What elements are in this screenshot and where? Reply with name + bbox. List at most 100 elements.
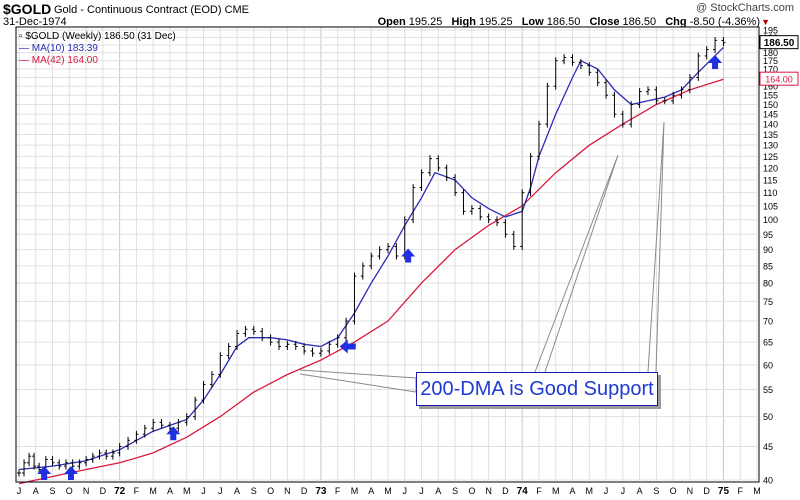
y-tick-label: 105 xyxy=(763,201,778,211)
ma10-line xyxy=(18,46,724,471)
y-tick-label: 195 xyxy=(763,26,778,36)
last-value-tag-text: 186.50 xyxy=(764,38,795,49)
x-tick-label: A xyxy=(234,486,240,496)
left-arrow-icon xyxy=(339,339,356,354)
x-tick-label: O xyxy=(670,486,677,496)
callout-line xyxy=(299,369,417,393)
x-axis-labels: J A S O N D 72 F M A M J J A S O N D 73 F M A M J J A S O N D 74 F M A M J J… xyxy=(17,486,761,497)
legend-ma42-swatch: — xyxy=(19,55,29,66)
y-axis-labels: 4045505560657075808590951001051101151201… xyxy=(763,26,778,486)
high-value: 195.25 xyxy=(478,16,513,28)
x-tick-label: D xyxy=(301,486,308,496)
x-tick-label: M xyxy=(384,486,392,496)
y-tick-label: 90 xyxy=(763,245,773,255)
x-tick-label: N xyxy=(284,486,291,496)
open-label: Open xyxy=(377,16,406,28)
annotation-box: 200-DMA is Good Support xyxy=(416,372,658,406)
x-tick-label: J xyxy=(201,486,206,496)
last-value-tag-box xyxy=(759,71,799,86)
y-tick-label: 60 xyxy=(763,360,773,370)
high-label: High xyxy=(451,16,476,28)
legend-ma42-text: MA(42) 164.00 xyxy=(31,55,98,66)
up-arrow-icon xyxy=(166,426,181,441)
low-label: Low xyxy=(521,16,544,28)
x-tick-label: M xyxy=(149,486,157,496)
y-tick-label: 170 xyxy=(763,64,778,74)
x-tick-label: A xyxy=(368,486,374,496)
chg-value: -8.50 (-4.36%) xyxy=(689,16,760,28)
y-tick-label: 135 xyxy=(763,130,778,140)
x-tick-label: J xyxy=(17,486,22,496)
x-tick-label: D xyxy=(502,486,509,496)
legend-main-swatch: ▫ xyxy=(19,31,23,42)
up-arrow-icon xyxy=(401,248,416,263)
x-tick-label: 72 xyxy=(114,486,126,497)
x-tick-label: J xyxy=(604,486,609,496)
y-tick-label: 80 xyxy=(763,279,773,289)
ma42-line xyxy=(18,78,724,485)
x-tick-label: J xyxy=(403,486,408,496)
y-tick-label: 45 xyxy=(763,442,773,452)
x-tick-label: A xyxy=(435,486,441,496)
y-tick-label: 50 xyxy=(763,412,773,422)
y-tick-label: 100 xyxy=(763,215,778,225)
x-tick-label: O xyxy=(267,486,274,496)
stockcharts-logo: @ StockCharts.com xyxy=(696,2,794,14)
y-tick-label: 175 xyxy=(763,56,778,66)
y-tick-label: 110 xyxy=(763,188,777,198)
up-arrow-icon xyxy=(37,466,52,480)
y-tick-label: 70 xyxy=(763,317,773,327)
x-tick-label: N xyxy=(485,486,492,496)
callout-line xyxy=(534,154,619,373)
plot-frame xyxy=(15,26,760,483)
price-bars xyxy=(17,36,726,477)
up-arrow-icon xyxy=(708,54,723,69)
x-tick-label: O xyxy=(468,486,475,496)
y-tick-label: 155 xyxy=(763,91,778,101)
x-tick-label: S xyxy=(653,486,659,496)
close-value: 186.50 xyxy=(622,16,657,28)
x-tick-label: F xyxy=(536,486,542,496)
last-value-tag-box xyxy=(759,35,799,50)
last-value-tags: 186.50 164.00 xyxy=(759,35,799,86)
description-text: Gold - Continuous Contract (EOD) xyxy=(54,4,222,16)
legend-main: ▫ $GOLD (Weekly) 186.50 (31 Dec) xyxy=(19,31,176,42)
instrument-description: Gold - Continuous Contract (EOD) CME xyxy=(54,4,249,16)
x-tick-label: 73 xyxy=(315,486,327,497)
y-tick-label: 115 xyxy=(763,176,777,186)
x-tick-label: S xyxy=(452,486,458,496)
x-tick-label: A xyxy=(637,486,643,496)
open-value: 195.25 xyxy=(408,16,443,28)
legend-main-text: $GOLD (Weekly) 186.50 (31 Dec) xyxy=(25,31,176,42)
ma10-series xyxy=(18,46,724,471)
chg-label: Chg xyxy=(665,16,687,28)
x-tick-label: M xyxy=(753,486,761,496)
x-tick-label: M xyxy=(552,486,560,496)
chart-date: 31-Dec-1974 xyxy=(3,16,67,28)
y-tick-label: 120 xyxy=(763,163,778,173)
y-tick-label: 145 xyxy=(763,110,778,120)
last-value-tag-text: 164.00 xyxy=(765,75,793,85)
x-tick-label: O xyxy=(66,486,73,496)
y-tick-label: 140 xyxy=(763,120,778,130)
legend-ma10-swatch: — xyxy=(19,43,29,54)
x-tick-label: F xyxy=(134,486,140,496)
legend-ma42: — MA(42) 164.00 xyxy=(19,55,98,66)
low-value: 186.50 xyxy=(546,16,581,28)
x-tick-label: 74 xyxy=(517,486,529,497)
x-tick-label: M xyxy=(183,486,191,496)
x-tick-label: A xyxy=(167,486,173,496)
legend-ma10-text: MA(10) 183.39 xyxy=(31,43,98,54)
x-tick-label: F xyxy=(737,486,743,496)
y-tick-label: 125 xyxy=(763,152,778,162)
x-tick-label: N xyxy=(83,486,90,496)
legend-ma10: — MA(10) 183.39 xyxy=(19,43,98,54)
callout-line xyxy=(647,121,665,373)
x-tick-label: A xyxy=(33,486,39,496)
exchange-text: CME xyxy=(224,4,250,16)
x-tick-label: M xyxy=(351,486,359,496)
y-tick-label: 65 xyxy=(763,338,773,348)
close-label: Close xyxy=(589,16,620,28)
x-tick-label: D xyxy=(100,486,107,496)
